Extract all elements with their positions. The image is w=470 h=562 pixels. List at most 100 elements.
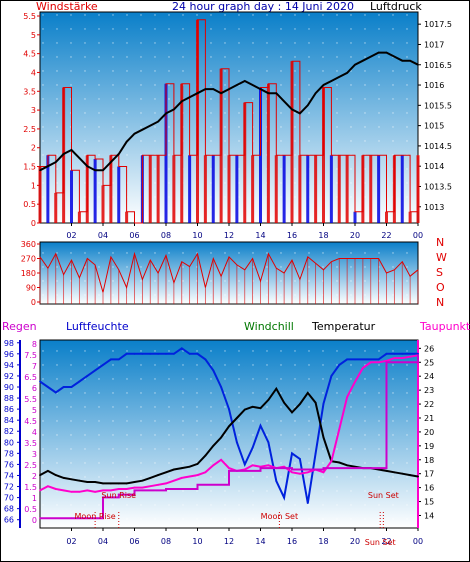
taupunkt-point bbox=[220, 458, 223, 461]
temperatur-point bbox=[157, 474, 160, 476]
pressure-point bbox=[157, 120, 159, 123]
temperatur-point bbox=[220, 436, 223, 439]
luftfeuchte-point bbox=[298, 457, 301, 460]
regen-label: Regen bbox=[2, 320, 37, 333]
taupunkt-point bbox=[196, 474, 199, 476]
temperatur-point bbox=[283, 401, 286, 404]
wind-tick-label: 3.5 bbox=[23, 87, 36, 96]
temperatur-point bbox=[125, 482, 128, 485]
temperatur-point bbox=[62, 476, 65, 479]
taupunkt-point bbox=[172, 479, 175, 482]
pressure-point bbox=[196, 92, 199, 94]
regen-tick-label: 2 bbox=[32, 472, 37, 481]
taupunkt-point bbox=[94, 490, 97, 493]
pressure-point bbox=[369, 55, 372, 58]
pressure-point bbox=[346, 72, 348, 74]
temperatur-point bbox=[251, 405, 254, 408]
luftfeuchte-label: Luftfeuchte bbox=[66, 320, 129, 333]
wind-bar bbox=[70, 170, 73, 223]
pressure-point bbox=[377, 51, 380, 54]
chart-marks: 00.511.522.533.544.555.510131013.5101410… bbox=[4, 12, 452, 547]
pressure-point bbox=[149, 124, 152, 127]
top-x-tick-label: 22 bbox=[381, 231, 391, 240]
taupunkt-point bbox=[125, 488, 128, 490]
temperatur-point bbox=[180, 467, 183, 470]
luftfeuchte-point bbox=[338, 363, 341, 366]
wind-bar bbox=[329, 155, 333, 223]
wind-bar bbox=[385, 211, 388, 223]
luftfeuchte-point bbox=[267, 441, 270, 444]
temp-tick-label: 24 bbox=[424, 372, 434, 381]
wind-bar bbox=[274, 155, 278, 223]
regen-line bbox=[40, 355, 419, 520]
temperatur-point bbox=[102, 482, 104, 485]
luftfeuchte-point bbox=[306, 502, 309, 505]
top-x-tick-label: 02 bbox=[66, 231, 76, 240]
direction-tick-label: 90 bbox=[26, 284, 36, 293]
pressure-point bbox=[165, 112, 167, 115]
luftfeuchte-point bbox=[172, 352, 175, 355]
wind-bar bbox=[101, 185, 105, 223]
luftfeuchte-point bbox=[102, 363, 104, 366]
feuchte-tick-label: 84 bbox=[4, 416, 14, 425]
wind-bar bbox=[345, 155, 349, 223]
feuchte-tick-label: 78 bbox=[4, 449, 14, 458]
luftfeuchte-point bbox=[180, 347, 183, 350]
wind-bar bbox=[369, 155, 373, 223]
regen-tick-label: 1.5 bbox=[24, 483, 37, 492]
temp-tick-label: 18 bbox=[424, 456, 434, 465]
luftfeuchte-point bbox=[94, 369, 97, 372]
taupunkt-label: Taupunkt bbox=[419, 320, 470, 333]
luftfeuchte-point bbox=[228, 408, 230, 411]
taupunkt-point bbox=[188, 475, 191, 478]
event-annotation: Moon Rise bbox=[75, 512, 116, 521]
luftfeuchte-point bbox=[401, 352, 404, 355]
luftfeuchte-point bbox=[409, 352, 412, 355]
pressure-point bbox=[385, 51, 388, 54]
pressure-point bbox=[251, 84, 254, 86]
temperatur-point bbox=[393, 471, 396, 474]
pressure-point bbox=[409, 59, 411, 62]
taupunkt-point bbox=[102, 489, 104, 492]
pressure-point bbox=[291, 108, 293, 111]
top-x-tick-label: 10 bbox=[192, 231, 202, 240]
regen-point bbox=[165, 488, 167, 490]
top-x-tick-label: 18 bbox=[318, 231, 328, 240]
taupunkt-point bbox=[291, 471, 293, 474]
wind-bar bbox=[46, 155, 50, 223]
regen-point bbox=[417, 354, 419, 357]
wind-tick-label: 2.5 bbox=[23, 125, 36, 134]
luftfeuchte-point bbox=[78, 380, 81, 383]
pressure-point bbox=[220, 92, 222, 94]
luftfeuchte-point bbox=[188, 352, 191, 355]
luftfeuchte-point bbox=[314, 452, 317, 455]
pressure-point bbox=[259, 88, 262, 90]
luftfeuchte-point bbox=[251, 446, 254, 449]
taupunkt-point bbox=[228, 467, 230, 470]
regen-point bbox=[39, 517, 41, 520]
wind-bar bbox=[117, 166, 121, 223]
pressure-point bbox=[102, 169, 104, 172]
luftfeuchte-point bbox=[86, 375, 89, 377]
luftfeuchte-point bbox=[346, 358, 349, 361]
regen-tick-label: 3.5 bbox=[24, 439, 37, 448]
wind-tick-label: 2 bbox=[31, 144, 36, 153]
top-x-tick-label: 08 bbox=[161, 231, 171, 240]
temperatur-point bbox=[235, 417, 238, 419]
wind-bar bbox=[188, 155, 192, 223]
temperatur-point bbox=[322, 436, 325, 439]
luftfeuchte-point bbox=[70, 386, 73, 388]
bottom-x-tick-label: 00 bbox=[413, 537, 423, 546]
wind-tick-label: 3 bbox=[31, 106, 36, 115]
feuchte-tick-label: 92 bbox=[4, 372, 14, 381]
regen-tick-label: 7 bbox=[32, 362, 37, 371]
pressure-point bbox=[110, 161, 112, 163]
luftfeuchte-point bbox=[417, 352, 419, 355]
pressure-point bbox=[299, 112, 301, 115]
feuchte-tick-label: 86 bbox=[4, 405, 14, 414]
luftfeuchte-point bbox=[125, 352, 128, 355]
pressure-point bbox=[39, 169, 41, 172]
luftfeuchte-point bbox=[54, 391, 57, 394]
luftfeuchte-point bbox=[220, 386, 223, 388]
pressure-point bbox=[338, 76, 341, 78]
